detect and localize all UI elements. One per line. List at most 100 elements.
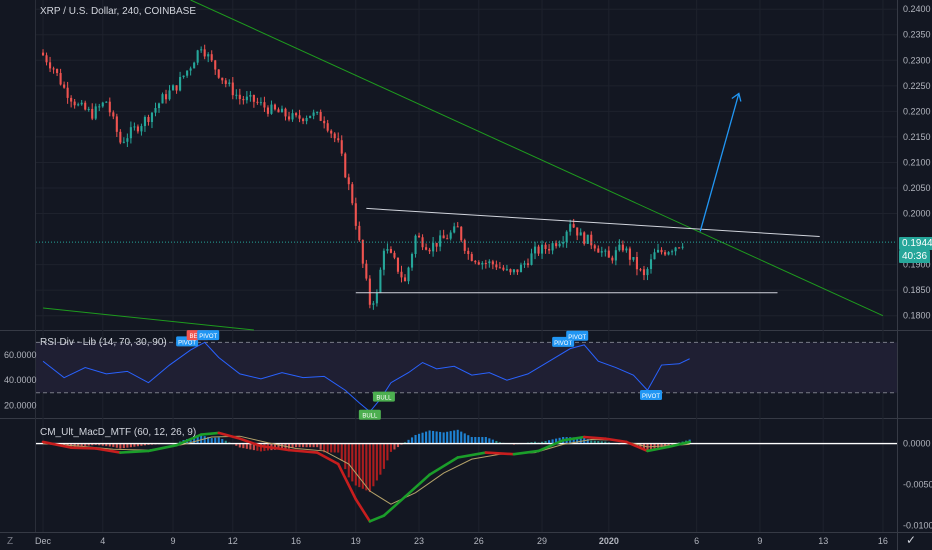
candle-body bbox=[252, 95, 255, 102]
macd-histogram-bar bbox=[101, 443, 104, 446]
macd-line-segment bbox=[94, 447, 122, 454]
candle-body bbox=[488, 261, 491, 264]
candle-body bbox=[126, 138, 129, 142]
candle-body bbox=[667, 252, 670, 255]
macd-histogram-bar bbox=[484, 437, 487, 444]
candle-body bbox=[175, 85, 178, 91]
candle-body bbox=[516, 269, 519, 273]
rsi-signal-badge bbox=[372, 391, 395, 402]
macd-histogram-bar bbox=[593, 440, 596, 444]
macd-histogram-bar bbox=[597, 441, 600, 444]
macd-line-segment bbox=[403, 473, 431, 499]
candle-body bbox=[681, 246, 684, 248]
macd-histogram-bar bbox=[418, 433, 421, 444]
macd-histogram-bar bbox=[91, 443, 94, 446]
rsi-indicator-label[interactable]: RSI Div - Lib (14, 70, 30, 90) bbox=[40, 337, 167, 348]
macd-histogram-bar bbox=[660, 443, 663, 448]
x-tick-label: 2020 bbox=[599, 536, 619, 546]
macd-histogram-bar bbox=[439, 431, 442, 444]
candle-body bbox=[115, 116, 118, 132]
macd-histogram-bar bbox=[291, 443, 294, 448]
candle-body bbox=[150, 112, 154, 123]
candle-body bbox=[147, 116, 150, 123]
macd-histogram-bar bbox=[295, 443, 298, 448]
candle-body bbox=[526, 263, 530, 265]
candle-body bbox=[467, 250, 470, 255]
macd-histogram-bar bbox=[470, 437, 473, 444]
macd-histogram-bar bbox=[189, 438, 192, 444]
macd-histogram-bar bbox=[242, 443, 245, 449]
macd-histogram-bar bbox=[340, 443, 343, 461]
candle-body bbox=[446, 238, 449, 240]
macd-y-tick-label: 0.0000 bbox=[903, 439, 931, 449]
candle-body bbox=[143, 116, 146, 127]
candle-body bbox=[583, 232, 586, 244]
candle-body bbox=[249, 95, 252, 97]
macd-histogram-bar bbox=[133, 443, 136, 447]
candle-body bbox=[287, 116, 291, 120]
candle-body bbox=[323, 120, 326, 124]
candle-body bbox=[312, 112, 315, 116]
timezone-icon[interactable]: Z bbox=[7, 536, 14, 547]
candle-body bbox=[642, 269, 646, 276]
macd-histogram-bar bbox=[287, 443, 291, 449]
macd-indicator-label[interactable]: CM_Ult_MacD_MTF (60, 12, 26, 9) bbox=[40, 427, 197, 438]
candle-body bbox=[340, 140, 343, 154]
macd-histogram-bar bbox=[604, 441, 607, 444]
rsi-signal-badge bbox=[640, 389, 662, 400]
macd-histogram-bar bbox=[298, 443, 301, 448]
macd-histogram-bar bbox=[77, 443, 80, 447]
candle-body bbox=[548, 248, 551, 251]
x-tick-label: 9 bbox=[757, 536, 762, 546]
rsi-signal-marker: PIVOT bbox=[640, 389, 662, 400]
macd-histogram-bar bbox=[207, 437, 210, 444]
macd-histogram-bar bbox=[238, 443, 241, 448]
macd-histogram-bar bbox=[421, 432, 424, 444]
candle-body bbox=[562, 242, 565, 244]
macd-histogram-bar bbox=[389, 443, 392, 452]
macd-histogram-bar bbox=[375, 443, 378, 481]
macd-histogram-bar bbox=[309, 443, 312, 448]
candle-body bbox=[382, 250, 385, 270]
candle-body bbox=[87, 108, 90, 110]
macd-histogram-bar bbox=[333, 443, 336, 453]
candle-body bbox=[410, 253, 414, 268]
y-tick-label: 0.2050 bbox=[903, 183, 931, 193]
x-tick-label: 4 bbox=[100, 536, 105, 546]
macd-histogram-bar bbox=[277, 443, 280, 450]
rsi-line bbox=[42, 341, 690, 413]
candle-body bbox=[593, 245, 596, 249]
macd-histogram-bar bbox=[656, 443, 660, 448]
candle-body bbox=[284, 108, 287, 117]
candle-body bbox=[256, 101, 259, 103]
macd-histogram-bar bbox=[196, 436, 199, 444]
candle-body bbox=[628, 248, 631, 260]
macd-histogram-bar bbox=[245, 443, 248, 449]
macd-line-segment bbox=[69, 446, 98, 450]
macd-histogram-bar bbox=[456, 429, 459, 444]
macd-histogram-bar bbox=[425, 431, 428, 444]
macd-histogram-bar bbox=[319, 443, 322, 450]
candle-body bbox=[453, 226, 456, 233]
macd-line-segment bbox=[428, 456, 460, 476]
rsi-signal-marker: PIVOT bbox=[566, 330, 589, 341]
macd-histogram-bar bbox=[386, 443, 389, 461]
candle-body bbox=[646, 269, 649, 276]
candle-body bbox=[337, 138, 340, 141]
candle-body bbox=[579, 232, 582, 236]
y-tick-label: 0.2200 bbox=[903, 106, 931, 116]
candle-body bbox=[604, 250, 607, 252]
candle-body bbox=[242, 99, 245, 101]
macd-histogram-bar bbox=[302, 443, 305, 448]
candle-body bbox=[210, 54, 213, 61]
candle-body bbox=[400, 271, 403, 278]
macd-histogram-bar bbox=[600, 441, 603, 444]
candle-body bbox=[523, 263, 526, 265]
y-tick-label: 0.2000 bbox=[903, 209, 931, 219]
macd-line-segment bbox=[287, 448, 319, 454]
candle-body bbox=[136, 126, 139, 132]
x-tick-label: 13 bbox=[818, 536, 828, 546]
macd-histogram-bar bbox=[467, 435, 470, 444]
